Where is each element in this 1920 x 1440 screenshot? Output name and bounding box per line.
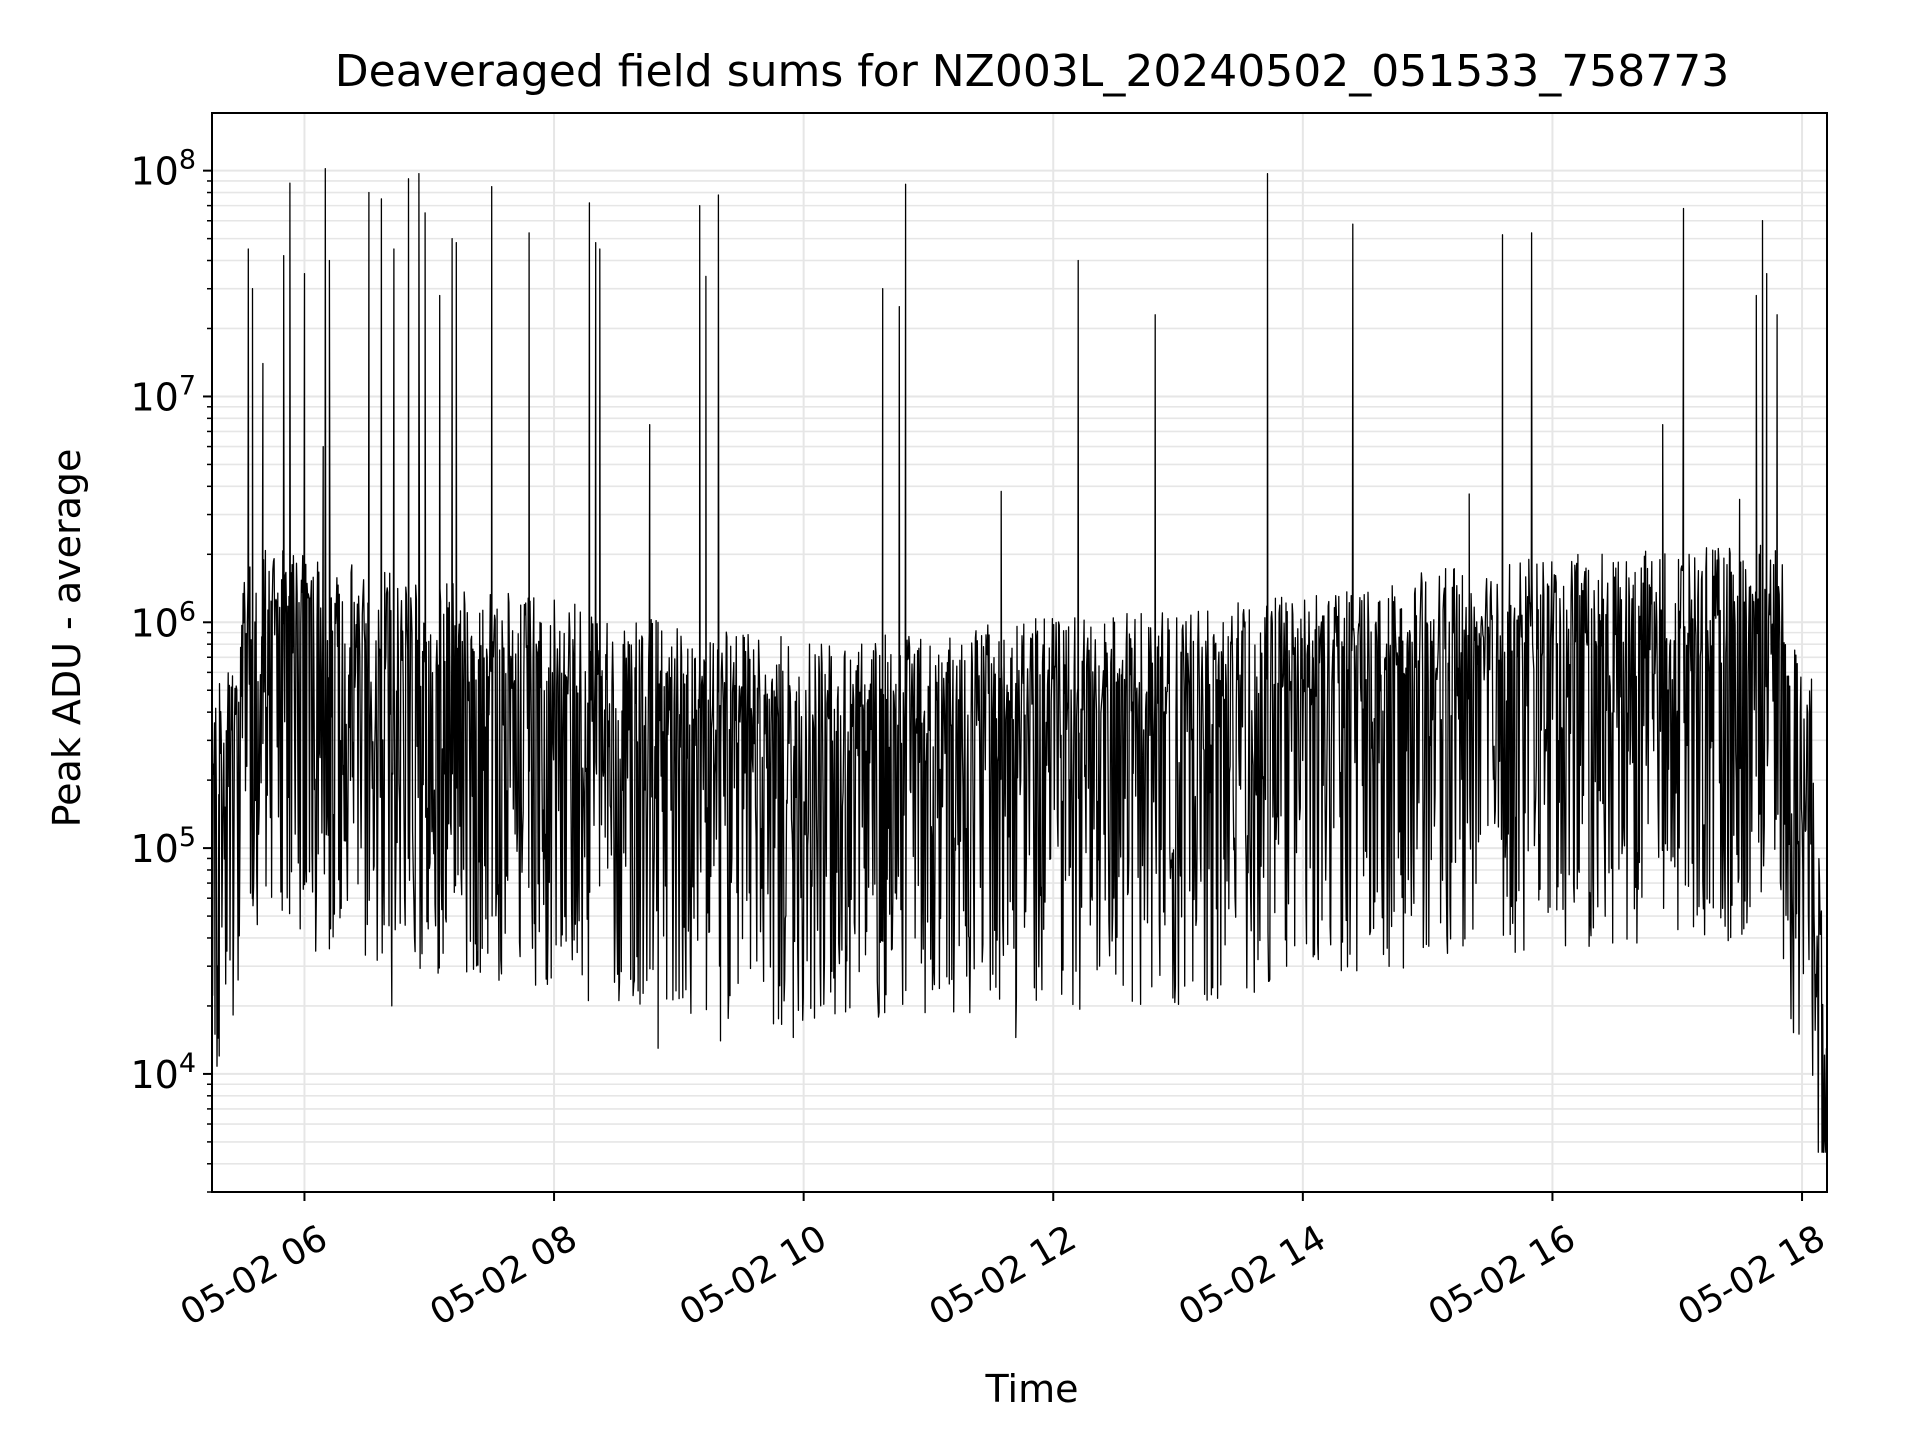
y-tick-base: 10 bbox=[130, 150, 178, 194]
y-axis-label: Peak ADU - average bbox=[45, 449, 89, 828]
y-tick-exponent: 7 bbox=[179, 370, 196, 401]
y-tick-exponent: 5 bbox=[179, 822, 196, 853]
y-tick-label: 104 bbox=[130, 1048, 196, 1097]
y-tick-exponent: 6 bbox=[179, 596, 196, 627]
y-tick-exponent: 8 bbox=[179, 145, 196, 176]
series-path bbox=[211, 168, 1828, 1153]
y-tick-label: 106 bbox=[130, 596, 196, 645]
y-tick-base: 10 bbox=[130, 827, 178, 871]
y-tick-base: 10 bbox=[130, 601, 178, 645]
y-tick-base: 10 bbox=[130, 1053, 178, 1097]
x-axis-label: Time bbox=[985, 1367, 1079, 1411]
y-tick-exponent: 4 bbox=[179, 1048, 196, 1079]
series-line bbox=[211, 168, 1828, 1153]
y-tick-label: 105 bbox=[130, 822, 196, 871]
chart-title: Deaveraged field sums for NZ003L_2024050… bbox=[335, 46, 1729, 97]
plot-frame bbox=[211, 112, 1828, 1193]
y-tick-label: 108 bbox=[130, 145, 196, 194]
y-tick-label: 107 bbox=[130, 370, 196, 419]
y-tick-base: 10 bbox=[130, 375, 178, 419]
